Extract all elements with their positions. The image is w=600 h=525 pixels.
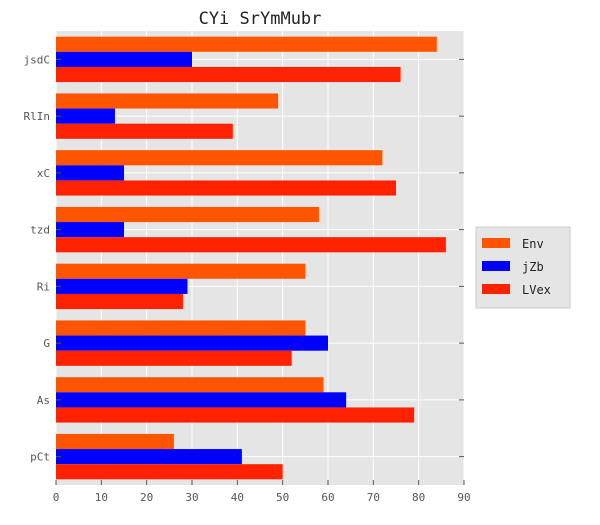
bar-env-tzd <box>56 206 319 223</box>
x-tick-label: 50 <box>276 491 289 504</box>
legend-swatch <box>482 261 510 271</box>
bar-lvex-tzd <box>56 237 446 253</box>
bar-lvex-rlin <box>56 123 233 139</box>
bar-jzb-tzd <box>56 222 124 238</box>
y-tick-label: G <box>43 337 50 350</box>
legend-swatch <box>482 238 510 248</box>
bar-lvex-jsdc <box>56 66 401 83</box>
bar-jzb-pct <box>56 449 242 465</box>
bar-env-rlin <box>56 93 279 109</box>
bar-env-as <box>56 377 324 393</box>
x-tick-label: 40 <box>231 491 244 504</box>
bar-jzb-as <box>56 392 347 408</box>
y-tick-label: xC <box>37 167 50 180</box>
bar-jzb-jsdc <box>56 51 192 67</box>
bar-lvex-pct <box>56 464 283 480</box>
x-tick-label: 80 <box>412 491 425 504</box>
bar-env-xc <box>56 150 383 166</box>
bar-lvex-g <box>56 350 292 366</box>
legend-label: LVex <box>522 283 551 297</box>
chart-title: CYi SrYmMubr <box>199 9 322 29</box>
bar-jzb-ri <box>56 278 188 294</box>
legend-label: Env <box>522 237 544 251</box>
bar-jzb-rlin <box>56 108 115 124</box>
y-tick-label: Ri <box>37 280 50 293</box>
y-axis-ticks: jsdC RlIn xC tzd Ri G As pCt <box>24 53 464 464</box>
x-axis-ticks: 0 10 20 30 40 50 60 70 80 90 <box>53 480 471 504</box>
x-tick-label: 0 <box>53 491 60 504</box>
legend: Env jZb LVex <box>475 226 571 309</box>
bar-env-jsdc <box>56 36 437 52</box>
x-tick-label: 60 <box>321 491 334 504</box>
legend-label: jZb <box>522 260 544 274</box>
x-tick-label: 20 <box>140 491 153 504</box>
bar-jzb-xc <box>56 165 124 181</box>
y-tick-label: pCt <box>30 451 50 464</box>
y-tick-label: RlIn <box>24 110 51 123</box>
x-tick-label: 10 <box>95 491 108 504</box>
y-tick-label: As <box>37 394 50 407</box>
bar-lvex-xc <box>56 180 396 196</box>
x-tick-label: 30 <box>185 491 198 504</box>
bar-env-pct <box>56 433 174 450</box>
y-tick-label: tzd <box>30 224 50 237</box>
bar-env-ri <box>56 263 306 279</box>
x-tick-label: 70 <box>367 491 380 504</box>
bar-env-g <box>56 320 306 336</box>
bar-jzb-g <box>56 335 328 351</box>
y-tick-label: jsdC <box>24 53 51 66</box>
bars <box>56 36 446 480</box>
legend-swatch <box>482 284 510 294</box>
bar-lvex-ri <box>56 293 183 310</box>
bar-lvex-as <box>56 407 415 423</box>
x-tick-label: 90 <box>457 491 470 504</box>
